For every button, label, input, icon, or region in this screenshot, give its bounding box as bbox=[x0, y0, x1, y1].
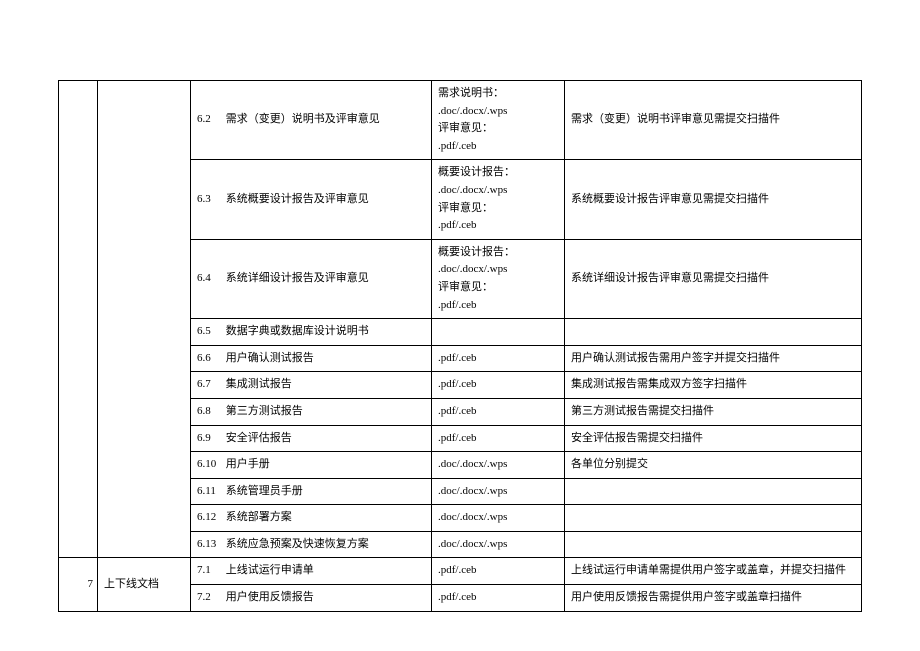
format-cell: 需求说明书： .doc/.docx/.wps 评审意见： .pdf/.ceb bbox=[432, 81, 565, 160]
item-cell: 6.12 系统部署方案 bbox=[191, 505, 432, 532]
item-cell: 6.11 系统管理员手册 bbox=[191, 478, 432, 505]
section-index bbox=[59, 81, 98, 558]
item-number: 6.5 bbox=[197, 323, 223, 341]
item-cell: 7.2 用户使用反馈报告 bbox=[191, 585, 432, 612]
item-number: 6.2 bbox=[197, 111, 223, 129]
item-number: 6.7 bbox=[197, 376, 223, 394]
item-cell: 6.10 用户手册 bbox=[191, 452, 432, 479]
item-title: 系统应急预案及快速恢复方案 bbox=[223, 538, 369, 550]
item-title: 系统详细设计报告及评审意见 bbox=[223, 272, 369, 284]
format-cell bbox=[432, 319, 565, 346]
item-number: 6.11 bbox=[197, 483, 223, 501]
format-cell: .doc/.docx/.wps bbox=[432, 478, 565, 505]
format-cell: .pdf/.ceb bbox=[432, 558, 565, 585]
section-category: 上下线文档 bbox=[98, 558, 191, 611]
note-cell: 用户确认测试报告需用户签字并提交扫描件 bbox=[565, 345, 862, 372]
item-title: 数据字典或数据库设计说明书 bbox=[223, 325, 369, 337]
item-cell: 6.5 数据字典或数据库设计说明书 bbox=[191, 319, 432, 346]
note-cell: 系统详细设计报告评审意见需提交扫描件 bbox=[565, 239, 862, 318]
format-cell: .pdf/.ceb bbox=[432, 372, 565, 399]
item-cell: 7.1 上线试运行申请单 bbox=[191, 558, 432, 585]
note-cell: 需求（变更）说明书评审意见需提交扫描件 bbox=[565, 81, 862, 160]
item-cell: 6.8 第三方测试报告 bbox=[191, 398, 432, 425]
format-cell: .doc/.docx/.wps bbox=[432, 505, 565, 532]
item-cell: 6.13 系统应急预案及快速恢复方案 bbox=[191, 531, 432, 558]
item-cell: 6.2 需求（变更）说明书及评审意见 bbox=[191, 81, 432, 160]
item-title: 系统概要设计报告及评审意见 bbox=[223, 193, 369, 205]
item-number: 6.10 bbox=[197, 456, 223, 474]
document-table: 6.2 需求（变更）说明书及评审意见需求说明书： .doc/.docx/.wps… bbox=[58, 80, 862, 612]
table-row: 7上下线文档7.1 上线试运行申请单.pdf/.ceb上线试运行申请单需提供用户… bbox=[59, 558, 862, 585]
item-number: 6.8 bbox=[197, 403, 223, 421]
section-index: 7 bbox=[59, 558, 98, 611]
note-cell: 上线试运行申请单需提供用户签字或盖章，并提交扫描件 bbox=[565, 558, 862, 585]
note-cell: 集成测试报告需集成双方签字扫描件 bbox=[565, 372, 862, 399]
format-cell: .doc/.docx/.wps bbox=[432, 531, 565, 558]
item-number: 6.4 bbox=[197, 270, 223, 288]
item-cell: 6.3 系统概要设计报告及评审意见 bbox=[191, 160, 432, 239]
item-title: 需求（变更）说明书及评审意见 bbox=[223, 113, 380, 125]
item-title: 安全评估报告 bbox=[223, 432, 292, 444]
item-number: 6.6 bbox=[197, 350, 223, 368]
item-title: 系统管理员手册 bbox=[223, 485, 303, 497]
item-title: 上线试运行申请单 bbox=[223, 564, 314, 576]
item-title: 用户确认测试报告 bbox=[223, 352, 314, 364]
note-cell bbox=[565, 531, 862, 558]
note-cell: 各单位分别提交 bbox=[565, 452, 862, 479]
note-cell: 安全评估报告需提交扫描件 bbox=[565, 425, 862, 452]
section-category bbox=[98, 81, 191, 558]
format-cell: .pdf/.ceb bbox=[432, 345, 565, 372]
item-title: 用户手册 bbox=[223, 458, 270, 470]
note-cell: 第三方测试报告需提交扫描件 bbox=[565, 398, 862, 425]
item-number: 6.12 bbox=[197, 509, 223, 527]
note-cell bbox=[565, 505, 862, 532]
item-title: 系统部署方案 bbox=[223, 511, 292, 523]
note-cell: 用户使用反馈报告需提供用户签字或盖章扫描件 bbox=[565, 585, 862, 612]
note-cell bbox=[565, 319, 862, 346]
item-cell: 6.4 系统详细设计报告及评审意见 bbox=[191, 239, 432, 318]
item-title: 用户使用反馈报告 bbox=[223, 591, 314, 603]
format-cell: .pdf/.ceb bbox=[432, 585, 565, 612]
format-cell: .doc/.docx/.wps bbox=[432, 452, 565, 479]
format-cell: .pdf/.ceb bbox=[432, 425, 565, 452]
item-number: 7.1 bbox=[197, 562, 223, 580]
item-cell: 6.7 集成测试报告 bbox=[191, 372, 432, 399]
format-cell: 概要设计报告： .doc/.docx/.wps 评审意见： .pdf/.ceb bbox=[432, 160, 565, 239]
item-number: 6.3 bbox=[197, 191, 223, 209]
item-title: 集成测试报告 bbox=[223, 378, 292, 390]
note-cell bbox=[565, 478, 862, 505]
note-cell: 系统概要设计报告评审意见需提交扫描件 bbox=[565, 160, 862, 239]
item-cell: 6.9 安全评估报告 bbox=[191, 425, 432, 452]
format-cell: .pdf/.ceb bbox=[432, 398, 565, 425]
table-row: 6.2 需求（变更）说明书及评审意见需求说明书： .doc/.docx/.wps… bbox=[59, 81, 862, 160]
item-number: 6.9 bbox=[197, 430, 223, 448]
item-number: 7.2 bbox=[197, 589, 223, 607]
format-cell: 概要设计报告： .doc/.docx/.wps 评审意见： .pdf/.ceb bbox=[432, 239, 565, 318]
item-title: 第三方测试报告 bbox=[223, 405, 303, 417]
item-number: 6.13 bbox=[197, 536, 223, 554]
item-cell: 6.6 用户确认测试报告 bbox=[191, 345, 432, 372]
